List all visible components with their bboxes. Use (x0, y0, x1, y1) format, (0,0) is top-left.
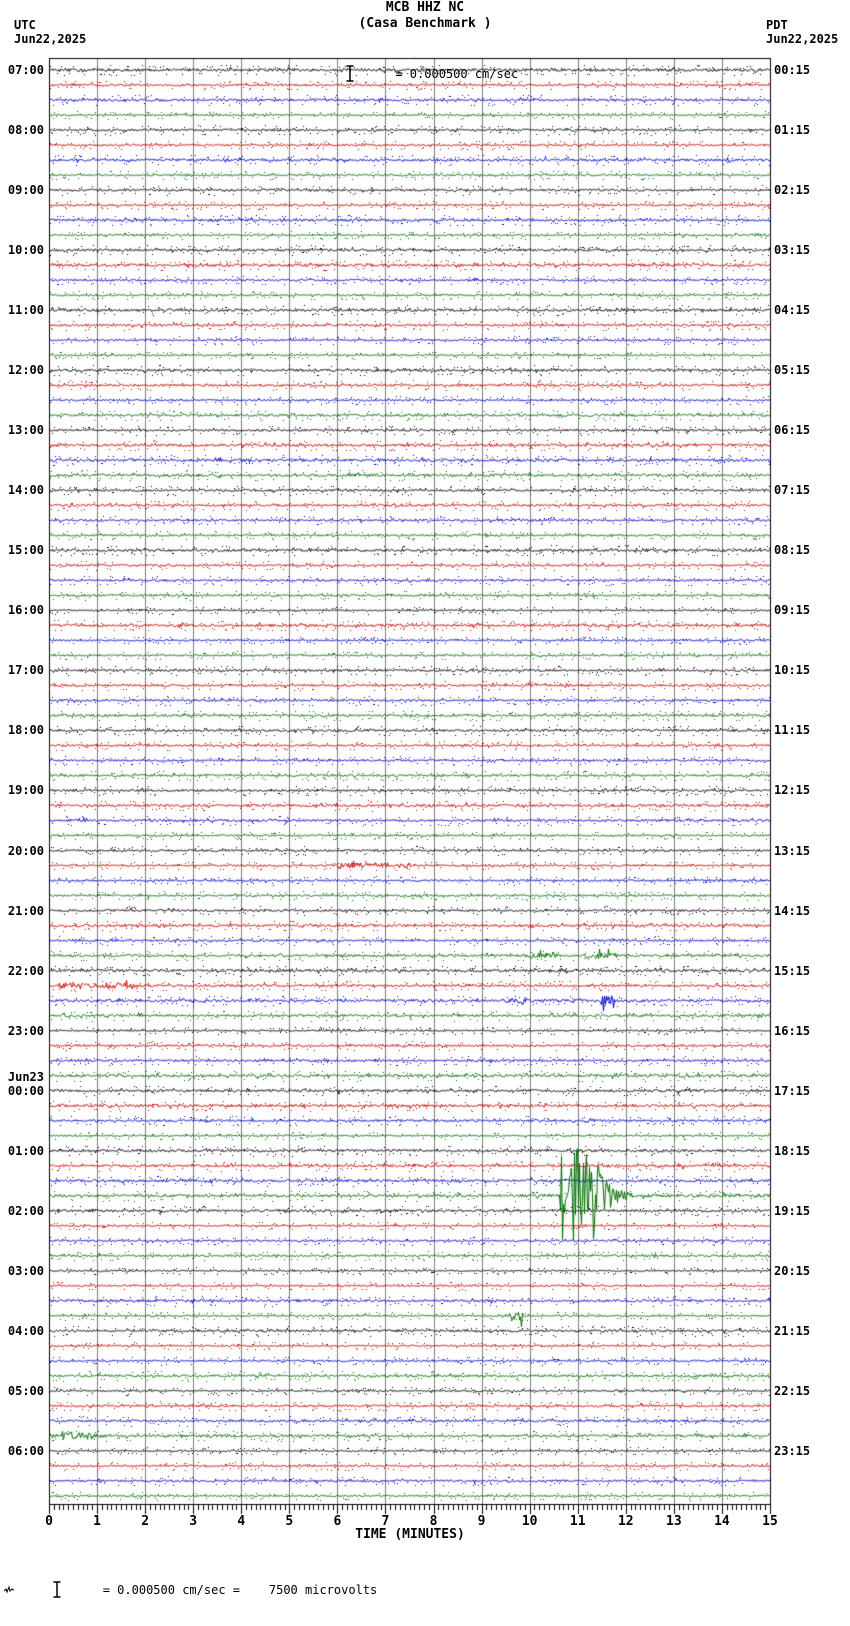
wiggle-icon (4, 1557, 47, 1622)
pdt-time-label: 08:15 (774, 543, 811, 558)
utc-time-label: 13:00 (7, 423, 44, 438)
utc-time-label: 11:00 (7, 303, 44, 318)
utc-time-label: 18:00 (7, 723, 44, 738)
utc-time-label: 05:00 (7, 1383, 44, 1398)
utc-time-label: 03:00 (7, 1263, 44, 1278)
x-tick-label: 7 (381, 1514, 390, 1529)
pdt-time-label: 14:15 (774, 903, 811, 918)
page-subtitle: (Casa Benchmark ) (358, 16, 492, 31)
footer-scale-label: = 0.000500 cm/sec = 7500 microvolts (102, 1582, 378, 1597)
x-tick-label: 11 (569, 1514, 586, 1529)
x-tick-label: 3 (189, 1514, 198, 1529)
x-tick-label: 8 (429, 1514, 438, 1529)
x-tick-label: 5 (285, 1514, 294, 1529)
utc-time-label: 21:00 (7, 903, 44, 918)
utc-time-label: 04:00 (7, 1323, 44, 1338)
utc-time-label: 02:00 (7, 1203, 44, 1218)
utc-time-label: 16:00 (7, 603, 44, 618)
scale-value-label: = 0.000500 cm/sec (395, 66, 519, 81)
pdt-time-label: 22:15 (774, 1383, 811, 1398)
utc-time-label: 12:00 (7, 363, 44, 378)
pdt-time-label: 07:15 (774, 483, 811, 498)
x-tick-label: 15 (762, 1514, 778, 1529)
amplitude-scale: = 0.000500 cm/sec (346, 37, 518, 110)
pdt-time-label: 02:15 (774, 183, 811, 198)
scale-bar-icon (346, 37, 389, 110)
pdt-time-label: 17:15 (774, 1083, 811, 1098)
utc-time-label: 09:00 (7, 183, 44, 198)
utc-time-label: 07:00 (7, 63, 44, 77)
right-date-label: Jun22,2025 (766, 32, 839, 46)
pdt-time-label: 03:15 (774, 243, 811, 258)
utc-time-label: 01:00 (7, 1143, 44, 1158)
utc-time-label: 06:00 (7, 1443, 44, 1458)
pdt-time-label: 18:15 (774, 1143, 811, 1158)
pdt-time-label: 13:15 (774, 843, 811, 858)
scale-bar-icon (53, 1553, 96, 1626)
x-tick-label: 0 (45, 1514, 53, 1529)
pdt-time-label: 12:15 (774, 783, 811, 798)
utc-time-label: 19:00 (7, 783, 44, 798)
pdt-time-label: 21:15 (774, 1323, 811, 1338)
utc-time-label: 17:00 (7, 663, 44, 678)
pdt-time-label: 11:15 (774, 723, 811, 738)
pdt-time-label: 05:15 (774, 363, 811, 378)
x-tick-label: 1 (93, 1514, 101, 1529)
pdt-time-label: 10:15 (774, 663, 811, 678)
utc-time-label: 15:00 (7, 543, 44, 558)
x-tick-label: 13 (666, 1514, 682, 1529)
utc-date-mark: Jun23 (7, 1069, 44, 1084)
pdt-time-label: 09:15 (774, 603, 811, 618)
footer-scale: = 0.000500 cm/sec = 7500 microvolts (4, 1553, 377, 1626)
pdt-time-label: 19:15 (774, 1203, 811, 1218)
pdt-time-label: 06:15 (774, 423, 811, 438)
pdt-time-label: 01:15 (774, 123, 811, 138)
page-title: MCB HHZ NC (385, 0, 465, 15)
x-tick-label: 2 (141, 1514, 150, 1529)
x-axis-title: TIME (MINUTES) (355, 1527, 465, 1542)
pdt-time-label: 20:15 (774, 1263, 811, 1278)
utc-time-label: 23:00 (7, 1023, 44, 1038)
pdt-time-label: 15:15 (774, 963, 811, 978)
x-tick-label: 14 (714, 1514, 730, 1529)
utc-time-label: 00:00 (7, 1083, 44, 1098)
pdt-time-label: 16:15 (774, 1023, 811, 1038)
x-tick-label: 9 (477, 1514, 486, 1529)
utc-time-label: 14:00 (7, 483, 44, 498)
x-tick-label: 6 (333, 1514, 342, 1529)
x-tick-label: 12 (617, 1514, 634, 1529)
pdt-time-label: 23:15 (774, 1443, 811, 1458)
left-date-label: Jun22,2025 (14, 32, 87, 46)
left-timezone-label: UTC (14, 18, 36, 32)
utc-time-label: 10:00 (7, 243, 44, 258)
seismogram-canvas (0, 0, 850, 1584)
utc-time-label: 22:00 (7, 963, 44, 978)
x-tick-label: 10 (521, 1514, 538, 1529)
x-tick-label: 4 (237, 1514, 246, 1529)
right-timezone-label: PDT (766, 18, 788, 32)
utc-time-label: 08:00 (7, 123, 44, 138)
utc-time-label: 20:00 (7, 843, 44, 858)
pdt-time-label: 00:15 (774, 63, 811, 77)
pdt-time-label: 04:15 (774, 303, 811, 318)
